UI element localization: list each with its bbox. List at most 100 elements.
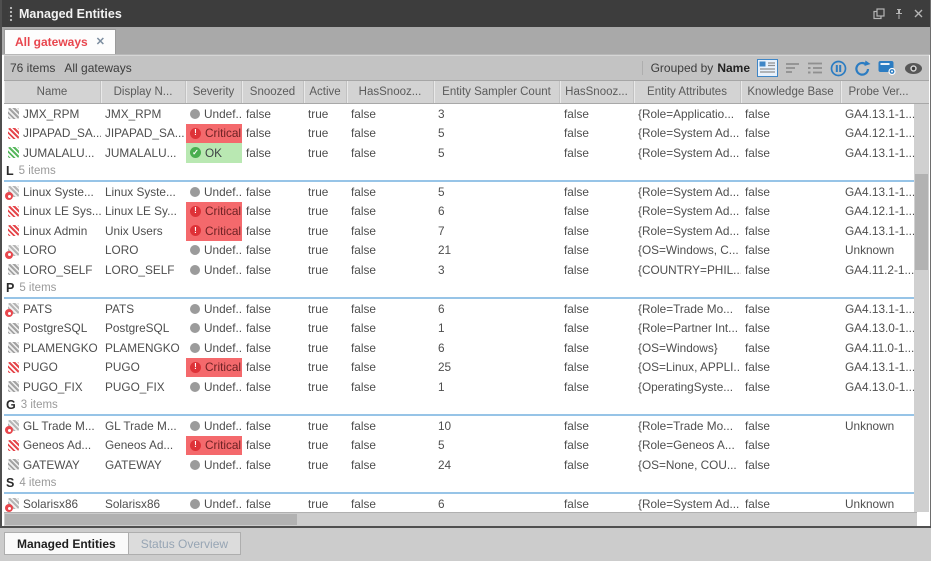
cell-name: Linux LE Sys... (4, 202, 101, 222)
cell-entity-sampler-count: 21 (438, 243, 452, 258)
cell-has-snoozed-2: false (564, 321, 589, 336)
visibility-icon[interactable] (904, 59, 923, 78)
table-row[interactable]: JUMALALU... JUMALALU... ✓ OK false true false 5… (4, 143, 917, 163)
table-row[interactable]: Linux Syste... Linux Syste... Undef... fals… (4, 182, 917, 202)
table-row[interactable]: GL Trade M... GL Trade M... Undef... false t… (4, 416, 917, 436)
severity-badge: ! Critical (186, 357, 242, 377)
table-row[interactable]: LORO LORO Undef... false true false 21 false {OS… (4, 241, 917, 261)
entity-name: Solarisx86 (23, 496, 79, 511)
table-row[interactable]: JIPAPAD_SA... JIPAPAD_SA...! Critical false… (4, 123, 917, 143)
severity-label: Undef... (204, 379, 242, 394)
cell-has-snoozed-1: false (351, 145, 376, 160)
close-icon[interactable] (913, 8, 924, 19)
column-header-active[interactable]: Active (304, 81, 347, 103)
grouped-by-value: Name (717, 61, 750, 75)
probe-down-dot-icon (5, 504, 13, 513)
cell-has-snoozed-2: false (564, 438, 589, 453)
cell-probe-version: Unknown (845, 418, 895, 433)
entity-name: Geneos Ad... (23, 438, 92, 453)
cell-knowledge-base: false (745, 379, 770, 394)
tab-all-gateways[interactable]: All gateways ✕ (4, 29, 116, 54)
group-letter: S (6, 476, 15, 491)
table-row[interactable]: Linux LE Sys... Linux LE Sy...! Critical fa… (4, 201, 917, 222)
column-header-entity-sampler-count[interactable]: Entity Sampler Count (434, 81, 560, 103)
cell-entity-attributes: {Role=System Ad... (638, 496, 740, 511)
table-row[interactable]: JMX_RPM JMX_RPM Undef... false true false 3 fal… (4, 104, 917, 124)
table-row[interactable]: PUGO_FIX PUGO_FIX Undef... false true false 1 f… (4, 377, 917, 397)
window-title: Managed Entities (19, 6, 122, 21)
float-icon[interactable] (873, 7, 885, 20)
table-row[interactable]: PUGO PUGO! Critical false true false 25 false {O… (4, 357, 917, 377)
cell-severity: Undef... (186, 494, 242, 513)
cell-knowledge-base: false (745, 106, 770, 121)
group-header-row[interactable]: S 4 items (4, 474, 917, 494)
severity-badge: Undef... (186, 182, 242, 202)
column-header-entity-attributes[interactable]: Entity Attributes (634, 81, 741, 103)
vertical-scrollbar[interactable] (914, 104, 929, 512)
cell-name: Linux Admin (4, 221, 101, 241)
table-row[interactable]: PLAMENGKO PLAMENGKO Undef... false true false… (4, 338, 917, 358)
refresh-icon[interactable] (854, 59, 871, 78)
cell-severity: Undef... (186, 182, 242, 202)
group-item-count: 5 items (19, 282, 57, 295)
column-header-probe-version[interactable]: Probe Ver... (841, 81, 917, 103)
group-item-count: 4 items (19, 477, 57, 490)
window-titlebar[interactable]: Managed Entities (2, 0, 930, 27)
group-header-row[interactable]: P 5 items (4, 279, 917, 299)
column-header-name[interactable]: Name (4, 81, 101, 103)
tab-close-icon[interactable]: ✕ (95, 35, 105, 48)
table-row[interactable]: Solarisx86 Solarisx86 Undef... false true fal… (4, 494, 917, 513)
entity-name: JIPAPAD_SA... (23, 126, 101, 141)
entity-status-icon (8, 108, 19, 120)
cell-knowledge-base: false (745, 223, 770, 238)
cell-knowledge-base: false (745, 418, 770, 433)
table-row[interactable]: Geneos Ad... Geneos Ad...! Critical false tr… (4, 435, 917, 455)
cell-has-snoozed-1: false (351, 457, 376, 472)
severity-badge: ! Critical (186, 435, 242, 455)
cell-snoozed: false (246, 496, 271, 511)
severity-undefined-dot-icon (190, 498, 200, 509)
cell-has-snoozed-1: false (351, 321, 376, 336)
column-header-snoozed[interactable]: Snoozed (242, 81, 304, 103)
drag-handle-icon[interactable] (8, 5, 13, 22)
severity-undefined-dot-icon (190, 323, 200, 334)
grouping-panel-icon[interactable] (757, 59, 778, 77)
vertical-scrollbar-thumb[interactable] (915, 174, 928, 270)
severity-undefined-dot-icon (190, 303, 200, 314)
view-tab-strip: All gateways ✕ (2, 27, 930, 55)
table-row[interactable]: LORO_SELF LORO_SELF Undef... false true false… (4, 260, 917, 280)
pin-icon[interactable] (894, 8, 904, 20)
cell-probe-version: GA4.13.0-1... (845, 379, 916, 394)
table-row[interactable]: PostgreSQL PostgreSQL Undef... false true fal… (4, 319, 917, 339)
pause-icon[interactable] (830, 59, 847, 78)
column-header-severity[interactable]: Severity (186, 81, 242, 103)
group-header-row[interactable]: L 5 items (4, 162, 917, 182)
cell-probe-version: GA4.13.1-1... (845, 145, 916, 160)
cell-has-snoozed-1: false (351, 438, 376, 453)
cell-entity-attributes: {Role=Trade Mo... (638, 418, 733, 433)
table-row[interactable]: GATEWAY GATEWAY Undef... false true false 24 fa… (4, 455, 917, 475)
column-header-knowledge-base[interactable]: Knowledge Base (741, 81, 841, 103)
column-header-has-snoozed-1[interactable]: HasSnooz... (347, 81, 434, 103)
cell-severity: Undef... (186, 104, 242, 124)
severity-label: Undef... (204, 184, 242, 199)
cell-active: true (308, 106, 329, 121)
cell-snoozed: false (246, 243, 271, 258)
group-header-row[interactable]: G 3 items (4, 396, 917, 416)
cell-entity-attributes: {OS=None, COU... (638, 457, 737, 472)
horizontal-scrollbar-thumb[interactable] (5, 514, 297, 525)
group-columns-icon[interactable] (807, 59, 823, 78)
critical-icon: ! (190, 439, 201, 451)
sort-icon[interactable] (785, 59, 800, 78)
dock-tab-managed-entities[interactable]: Managed Entities (4, 532, 129, 555)
settings-icon[interactable] (878, 59, 897, 78)
column-header-has-snoozed-2[interactable]: HasSnooz... (560, 81, 634, 103)
horizontal-scrollbar[interactable] (4, 512, 917, 526)
column-header-display-name[interactable]: Display N... (101, 81, 186, 103)
table-row[interactable]: Linux Admin Unix Users! Critical false true f… (4, 221, 917, 241)
dock-tab-status-overview[interactable]: Status Overview (128, 532, 242, 555)
cell-name: Solarisx86 (4, 494, 101, 513)
severity-label: Undef... (204, 243, 242, 258)
severity-label: Undef... (204, 418, 242, 433)
table-row[interactable]: PATS PATS Undef... false true false 6 false {Rol… (4, 299, 917, 319)
